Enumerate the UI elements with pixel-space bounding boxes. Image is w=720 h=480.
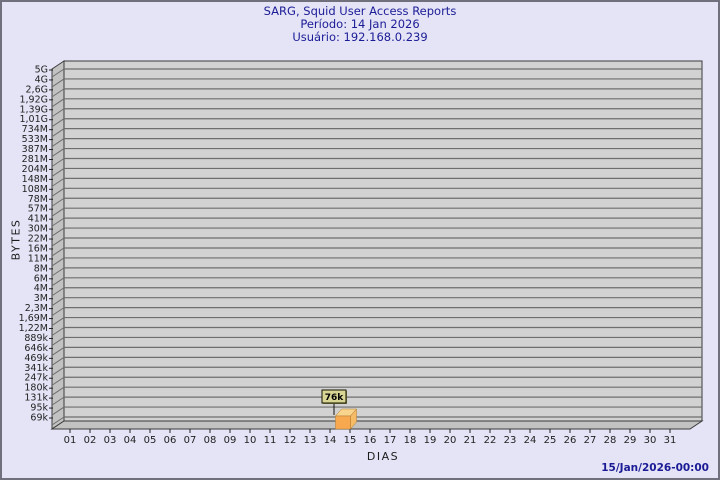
svg-text:646k: 646k [24, 343, 48, 354]
svg-text:533M: 533M [22, 134, 48, 145]
svg-text:131k: 131k [24, 393, 48, 404]
svg-text:69k: 69k [30, 413, 48, 424]
svg-text:76k: 76k [325, 393, 345, 403]
svg-text:19: 19 [424, 435, 437, 446]
svg-text:78M: 78M [28, 194, 48, 205]
svg-text:27: 27 [584, 435, 597, 446]
svg-text:25: 25 [544, 435, 557, 446]
svg-text:469k: 469k [24, 353, 48, 364]
svg-text:180k: 180k [24, 383, 48, 394]
svg-text:18: 18 [404, 435, 417, 446]
svg-text:21: 21 [464, 435, 477, 446]
svg-text:2,3M: 2,3M [25, 303, 48, 314]
svg-text:4G: 4G [35, 74, 48, 85]
svg-text:12: 12 [284, 435, 297, 446]
svg-text:10: 10 [244, 435, 257, 446]
svg-text:281M: 281M [22, 154, 48, 165]
svg-text:2,6G: 2,6G [26, 84, 48, 95]
svg-text:30: 30 [644, 435, 657, 446]
svg-text:4M: 4M [34, 283, 48, 294]
svg-text:31: 31 [664, 435, 677, 446]
svg-text:16: 16 [364, 435, 377, 446]
svg-text:04: 04 [124, 435, 137, 446]
svg-text:1,39G: 1,39G [19, 104, 48, 115]
svg-text:23: 23 [504, 435, 517, 446]
svg-text:07: 07 [184, 435, 197, 446]
svg-text:01: 01 [64, 435, 77, 446]
svg-text:17: 17 [384, 435, 397, 446]
svg-text:20: 20 [444, 435, 457, 446]
svg-text:06: 06 [164, 435, 177, 446]
svg-text:24: 24 [524, 435, 537, 446]
svg-text:28: 28 [604, 435, 617, 446]
svg-text:108M: 108M [22, 184, 48, 195]
svg-text:11M: 11M [28, 253, 48, 264]
svg-text:11: 11 [264, 435, 277, 446]
svg-text:8M: 8M [34, 263, 48, 274]
svg-text:08: 08 [204, 435, 217, 446]
svg-text:247k: 247k [24, 373, 48, 384]
svg-text:57M: 57M [28, 204, 48, 215]
svg-text:41M: 41M [28, 214, 48, 225]
svg-text:5G: 5G [35, 65, 48, 76]
svg-text:15: 15 [344, 435, 357, 446]
svg-text:341k: 341k [24, 363, 48, 374]
chart-title: SARG, Squid User Access Reports [263, 4, 457, 18]
svg-text:14: 14 [324, 435, 337, 446]
svg-text:09: 09 [224, 435, 237, 446]
svg-text:889k: 889k [24, 333, 48, 344]
svg-text:16M: 16M [28, 243, 48, 254]
chart-header: SARG, Squid User Access Reports Período:… [2, 5, 718, 44]
svg-text:95k: 95k [30, 403, 48, 414]
svg-text:29: 29 [624, 435, 637, 446]
svg-text:1,01G: 1,01G [19, 114, 48, 125]
svg-text:22: 22 [484, 435, 497, 446]
y-axis-title: BYTES [9, 218, 23, 261]
svg-text:13: 13 [304, 435, 317, 446]
x-axis-title: DIAS [366, 450, 400, 463]
svg-text:22M: 22M [28, 234, 48, 245]
svg-text:734M: 734M [22, 124, 48, 135]
svg-text:6M: 6M [34, 273, 48, 284]
report-generated-timestamp: 15/Jan/2026-00:00 [601, 462, 709, 474]
svg-text:204M: 204M [22, 164, 48, 175]
svg-text:05: 05 [144, 435, 157, 446]
svg-text:3M: 3M [34, 293, 48, 304]
svg-text:26: 26 [564, 435, 577, 446]
svg-text:03: 03 [104, 435, 117, 446]
svg-text:1,22M: 1,22M [19, 323, 48, 334]
svg-text:1,69M: 1,69M [19, 313, 48, 324]
chart-period: Período: 14 Jan 2026 [300, 17, 420, 31]
chart-user: Usuário: 192.168.0.239 [292, 30, 428, 44]
svg-text:148M: 148M [22, 174, 48, 185]
svg-text:30M: 30M [28, 224, 48, 235]
svg-text:387M: 387M [22, 144, 48, 155]
svg-text:02: 02 [84, 435, 97, 446]
svg-text:1,92G: 1,92G [19, 94, 48, 105]
